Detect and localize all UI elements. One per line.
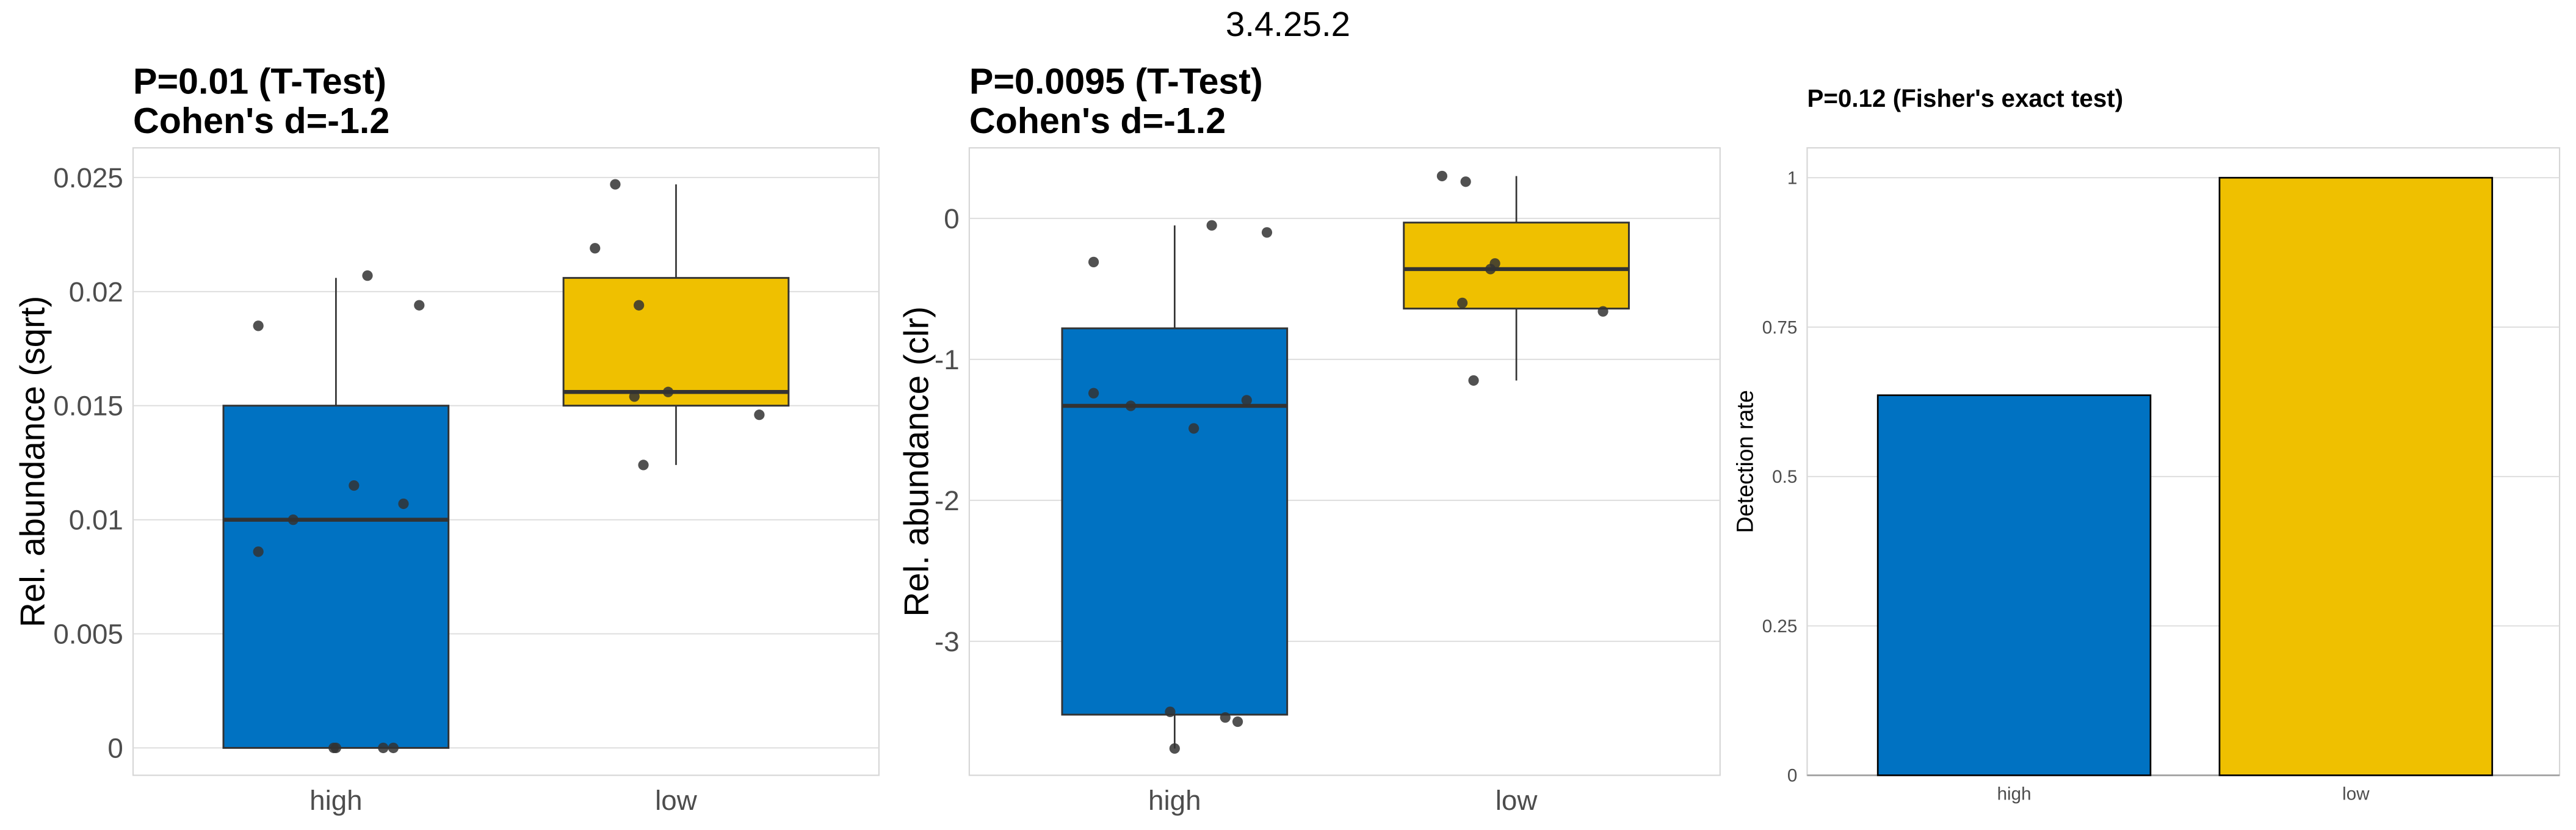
y-axis-label: Detection rate xyxy=(1732,390,1758,533)
data-point xyxy=(398,498,409,510)
box-low xyxy=(562,276,790,407)
plot-area: 0 -1 -2 -3 high low xyxy=(935,147,1721,816)
data-point xyxy=(1436,170,1448,182)
x-tick-label: low xyxy=(1496,785,1538,816)
panel-title-line2: Cohen's d=-1.2 xyxy=(133,100,389,141)
data-point xyxy=(1232,716,1243,727)
data-point xyxy=(288,514,298,525)
plot-area: 0 0.25 0.5 0.75 1 high low xyxy=(1762,147,2561,804)
y-tick-label: 0.75 xyxy=(1762,317,1798,337)
data-point xyxy=(253,546,264,557)
bar-high xyxy=(1876,394,2152,776)
y-tick-label: 0 xyxy=(1787,766,1797,786)
y-tick-label: 0.015 xyxy=(53,391,123,422)
plot-frame xyxy=(968,147,1721,776)
x-tick-label: high xyxy=(309,785,362,816)
data-point xyxy=(414,300,425,311)
data-point xyxy=(634,300,645,311)
x-tick-label: high xyxy=(1148,785,1201,816)
data-point xyxy=(629,391,640,402)
data-point xyxy=(1125,400,1137,411)
data-point xyxy=(1261,227,1273,238)
data-point xyxy=(754,410,765,420)
figure-suptitle: 3.4.25.2 xyxy=(1226,5,1350,43)
data-point xyxy=(590,243,601,254)
data-point xyxy=(1468,375,1479,386)
y-tick-label: -2 xyxy=(935,485,960,516)
data-point xyxy=(349,480,360,491)
data-point xyxy=(610,179,621,190)
data-point xyxy=(1169,743,1180,754)
bar-low xyxy=(2218,176,2494,776)
y-tick-label: 0.02 xyxy=(69,276,123,308)
data-point xyxy=(388,742,399,754)
plot-frame xyxy=(132,147,880,776)
data-point xyxy=(378,742,389,754)
data-point xyxy=(330,742,341,754)
plot-area: 0 0.005 0.01 0.015 0.02 0.025 high low xyxy=(53,147,880,816)
y-tick-label: -1 xyxy=(935,344,960,375)
x-tick-label: low xyxy=(2342,784,2370,804)
y-tick-label: 0.25 xyxy=(1762,616,1798,637)
panel-sqrt: P=0.01 (T-Test) Cohen's d=-1.2 Rel. abun… xyxy=(13,60,880,816)
panel-detection: P=0.12 (Fisher's exact test) Detection r… xyxy=(1732,84,2561,804)
data-point xyxy=(253,320,264,331)
data-point xyxy=(1088,256,1099,268)
y-tick-label: 1 xyxy=(1787,168,1797,189)
box-high xyxy=(222,405,450,749)
y-axis-label: Rel. abundance (clr) xyxy=(897,306,936,617)
y-tick-label: 0 xyxy=(107,732,123,763)
data-point xyxy=(1220,712,1231,723)
data-point xyxy=(638,460,649,471)
box-high xyxy=(1061,327,1289,716)
y-tick-label: 0.5 xyxy=(1772,467,1797,487)
x-tick-label: low xyxy=(655,785,698,816)
y-tick-label: -3 xyxy=(935,626,960,657)
box-low xyxy=(1403,222,1630,310)
data-point xyxy=(1485,264,1496,275)
data-point xyxy=(1189,423,1199,434)
data-point xyxy=(1597,306,1608,317)
panel-title: P=0.12 (Fisher's exact test) xyxy=(1807,84,2123,112)
data-point xyxy=(662,386,674,397)
data-point xyxy=(1206,220,1217,231)
panel-title-line1: P=0.01 (T-Test) xyxy=(133,60,386,101)
panel-title-line2: Cohen's d=-1.2 xyxy=(969,100,1226,141)
data-point xyxy=(1241,395,1252,406)
panel-title-line1: P=0.0095 (T-Test) xyxy=(969,60,1263,101)
data-point xyxy=(1456,297,1468,309)
y-tick-label: 0.025 xyxy=(53,162,123,193)
y-tick-label: 0.005 xyxy=(53,619,123,650)
data-point xyxy=(1165,706,1176,717)
panel-clr: P=0.0095 (T-Test) Cohen's d=-1.2 Rel. ab… xyxy=(897,60,1721,816)
x-tick-label: high xyxy=(1997,784,2031,804)
y-tick-label: 0.01 xyxy=(69,505,123,536)
data-point xyxy=(1088,388,1099,399)
data-point xyxy=(362,270,373,281)
data-point xyxy=(1460,176,1471,187)
y-axis-label: Rel. abundance (sqrt) xyxy=(13,296,52,627)
y-tick-label: 0 xyxy=(944,203,959,234)
